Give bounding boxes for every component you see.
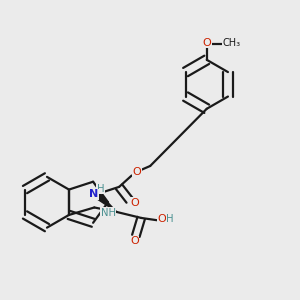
Text: N: N (89, 189, 98, 199)
Text: O: O (130, 236, 139, 246)
Polygon shape (95, 193, 117, 212)
Text: O: O (132, 167, 141, 177)
Text: O: O (130, 198, 139, 208)
Text: H: H (97, 184, 104, 194)
Text: O: O (158, 214, 166, 224)
Text: CH₃: CH₃ (223, 38, 241, 48)
Text: O: O (202, 38, 211, 47)
Text: H: H (167, 214, 174, 224)
Text: NH: NH (100, 208, 116, 218)
